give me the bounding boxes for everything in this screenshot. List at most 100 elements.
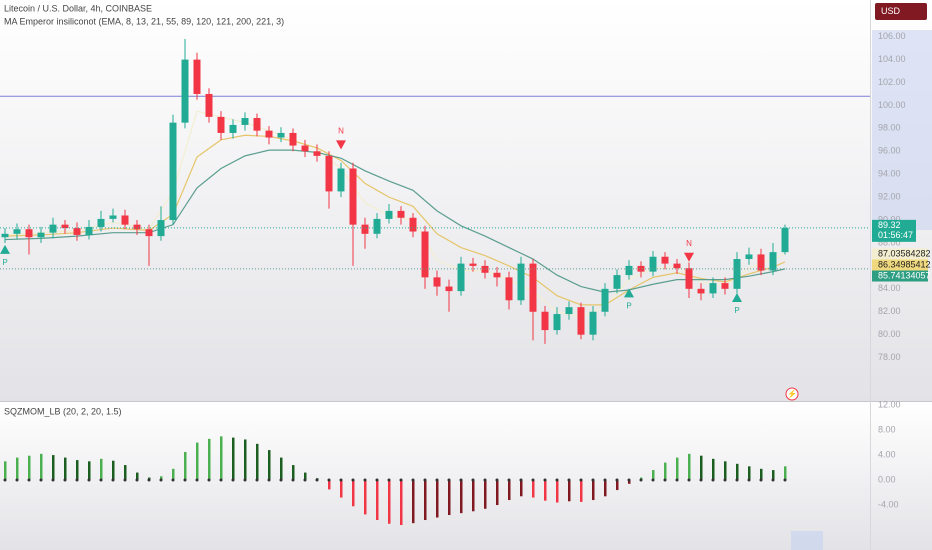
candle-body — [373, 218, 381, 234]
momentum-bar — [172, 468, 175, 481]
chart-title: Litecoin / U.S. Dollar, 4h, COINBASE — [4, 3, 152, 13]
momentum-bar — [568, 480, 571, 502]
y-tick-label: 104.00 — [878, 54, 906, 64]
squeeze-dot — [411, 478, 415, 482]
squeeze-dot — [471, 478, 475, 482]
squeeze-dot — [27, 478, 31, 482]
squeeze-dot — [555, 478, 559, 482]
squeeze-dot — [375, 478, 379, 482]
squeeze-dot — [63, 478, 67, 482]
momentum-bar — [280, 457, 283, 481]
momentum-bar — [220, 436, 223, 481]
momentum-bar — [304, 472, 307, 481]
momentum-bar — [412, 480, 415, 524]
squeeze-dot — [123, 478, 127, 482]
squeeze-dot — [51, 478, 55, 482]
squeeze-dot — [531, 478, 535, 482]
currency-button[interactable] — [875, 3, 927, 20]
momentum-bar — [712, 458, 715, 481]
countdown: 01:56:47 — [878, 230, 913, 240]
squeeze-dot — [267, 478, 271, 482]
momentum-bar — [760, 468, 763, 481]
momentum-bar — [520, 480, 523, 497]
candle-body — [193, 59, 201, 94]
lightning-icon[interactable] — [785, 387, 799, 401]
squeeze-dot — [783, 478, 787, 482]
momentum-bar — [124, 465, 127, 481]
ema-label: 86.34985412 — [878, 259, 931, 269]
y-tick-label: 78.00 — [878, 352, 901, 362]
candle-body — [145, 229, 153, 237]
y-tick-label: 102.00 — [878, 77, 906, 87]
squeeze-dot — [231, 478, 235, 482]
squeeze-dot — [687, 478, 691, 482]
price-label-bg — [872, 219, 916, 242]
momentum-bar — [352, 480, 355, 507]
candle-body — [625, 265, 633, 276]
squeeze-dot — [243, 478, 247, 482]
squeeze-dot — [279, 478, 283, 482]
momentum-bar — [448, 480, 451, 516]
candle-body — [649, 256, 657, 272]
candle-body — [421, 231, 429, 278]
candle-body — [745, 254, 753, 260]
candle-body — [517, 263, 525, 301]
momentum-bar — [688, 453, 691, 481]
squeeze-dot — [507, 478, 511, 482]
squeeze-dot — [579, 478, 583, 482]
squeeze-dot — [195, 478, 199, 482]
momentum-bar — [376, 480, 379, 521]
squeeze-dot — [447, 478, 451, 482]
ema-label: 85.74134057 — [878, 270, 931, 280]
candle-body — [37, 232, 45, 238]
candle-body — [469, 263, 477, 266]
squeeze-dot — [363, 478, 367, 482]
momentum-bar — [460, 480, 463, 514]
candle-body — [49, 224, 57, 233]
squeeze-dot — [567, 478, 571, 482]
momentum-bar — [664, 462, 667, 481]
squeeze-dot — [315, 478, 319, 482]
candle-body — [685, 268, 693, 289]
candle-body — [637, 265, 645, 272]
momentum-bar — [364, 480, 367, 515]
candle-body — [385, 210, 393, 219]
squeeze-dot — [183, 478, 187, 482]
momentum-bar — [232, 437, 235, 481]
squeeze-dot — [171, 478, 175, 482]
y-tick-label: 80.00 — [878, 329, 901, 339]
candle-body — [481, 265, 489, 273]
candle-body — [433, 277, 441, 287]
squeeze-dot — [651, 478, 655, 482]
squeeze-dot — [663, 478, 667, 482]
candle-body — [553, 314, 561, 331]
momentum-bar — [196, 442, 199, 481]
candle-body — [169, 122, 177, 221]
candle-body — [85, 226, 93, 235]
squeeze-dot — [699, 478, 703, 482]
candle-body — [1, 233, 9, 238]
momentum-bar — [556, 480, 559, 503]
y-tick-label: 98.00 — [878, 123, 901, 133]
candle-body — [769, 252, 777, 271]
ema-line — [4, 134, 786, 306]
squeeze-dot — [435, 478, 439, 482]
momentum-bar — [4, 461, 7, 481]
squeeze-dot — [483, 478, 487, 482]
candle-body — [397, 210, 405, 218]
squeeze-dot — [3, 478, 7, 482]
squeeze-dot — [711, 478, 715, 482]
momentum-bar — [388, 480, 391, 524]
candle-body — [349, 168, 357, 225]
candle-body — [157, 220, 165, 237]
indicator-title: MA Emperor insiliconot (EMA, 8, 13, 21, … — [4, 16, 284, 26]
y-tick-label: 92.00 — [878, 192, 901, 202]
y-tick-label: 8.00 — [878, 424, 896, 434]
candle-body — [709, 283, 717, 294]
momentum-bar — [616, 480, 619, 491]
y-tick-label: 100.00 — [878, 100, 906, 110]
squeeze-dot — [615, 478, 619, 482]
currency-label[interactable]: USD — [881, 6, 901, 16]
candle-body — [109, 215, 117, 219]
candle-body — [121, 215, 129, 225]
